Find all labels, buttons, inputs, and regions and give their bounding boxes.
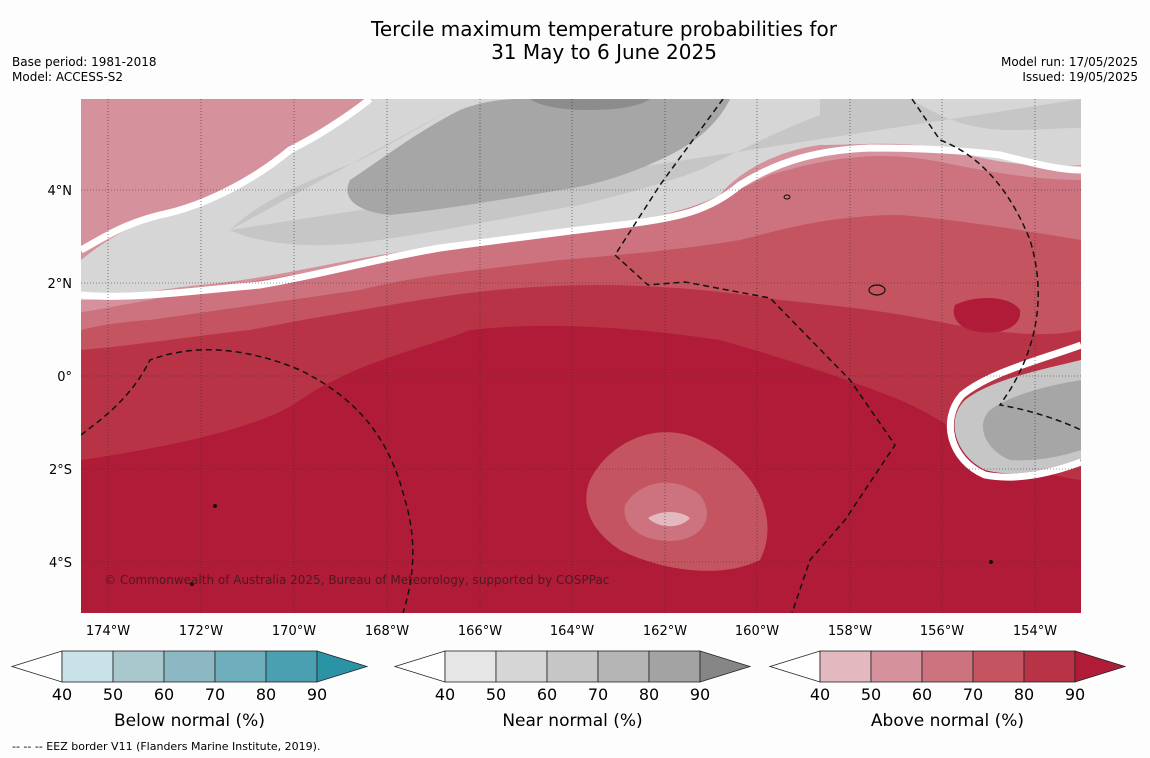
- model-name: Model: ACCESS-S2: [12, 70, 124, 84]
- colorbar-segment: [597, 650, 650, 683]
- colorbar-segment: [214, 650, 267, 683]
- latitude-label: 2°S: [49, 463, 72, 478]
- colorbar-tick-label: 40: [435, 685, 455, 704]
- colorbar-tick-label: 70: [205, 685, 225, 704]
- eez-border-east: [911, 99, 1081, 431]
- copyright-notice: © Commonwealth of Australia 2025, Bureau…: [104, 573, 609, 587]
- colorbar-tick-label: 90: [1065, 685, 1085, 704]
- colorbar-segment: [495, 650, 548, 683]
- longitude-label: 154°W: [1013, 624, 1057, 639]
- colorbar-lower-extension: [768, 650, 821, 683]
- colorbar-segment: [546, 650, 599, 683]
- tercile-boundary-se: [946, 341, 1081, 481]
- colorbar-tick-label: 50: [103, 685, 123, 704]
- field-above-70-patch: [624, 482, 708, 541]
- colorbar-tick-label: 40: [52, 685, 72, 704]
- colorbar-tick-label: 90: [307, 685, 327, 704]
- meta-left: Base period: 1981-2018 Model: ACCESS-S2: [12, 55, 157, 85]
- colorbar-tick-label: 80: [1014, 685, 1034, 704]
- issued-date: Issued: 19/05/2025: [1022, 70, 1138, 84]
- map-title: Tercile maximum temperature probabilitie…: [0, 18, 1150, 64]
- probability-field: [81, 99, 1081, 613]
- colorbar-segment: [163, 650, 216, 683]
- colorbar-tick-label: 50: [861, 685, 881, 704]
- latitude-labels: 4°N 2°N 0° 2°S 4°S: [48, 184, 73, 571]
- colorbar-tick-label: 60: [154, 685, 174, 704]
- island-small-2: [213, 504, 217, 508]
- colorbar-tick-label: 60: [537, 685, 557, 704]
- title-line-1: Tercile maximum temperature probabilitie…: [371, 17, 837, 41]
- colorbar-upper-extension: [316, 650, 369, 683]
- eez-border-west: [81, 349, 414, 613]
- field-near-70: [230, 99, 1081, 246]
- colorbar-segment: [972, 650, 1025, 683]
- field-above-90-south: [81, 325, 1081, 613]
- longitude-label: 156°W: [920, 624, 964, 639]
- colorbar-segment: [819, 650, 872, 683]
- longitude-label: 164°W: [550, 624, 594, 639]
- colorbar-tick-label: 60: [912, 685, 932, 704]
- colorbar-segment: [444, 650, 497, 683]
- latitude-label: 4°N: [48, 184, 73, 199]
- base-period: Base period: 1981-2018: [12, 55, 157, 69]
- longitude-label: 162°W: [643, 624, 687, 639]
- tercile-boundary-north-2: [81, 144, 1081, 300]
- colorbar-segment: [1023, 650, 1076, 683]
- colorbar-lower-extension: [10, 650, 63, 683]
- colorbar-segment: [648, 650, 701, 683]
- colorbar-tick-label: 90: [690, 685, 710, 704]
- island-small-4: [190, 582, 194, 586]
- latitude-label: 2°N: [48, 277, 73, 292]
- colorbar-segment: [870, 650, 923, 683]
- colorbar-legends: 40 50 60 70 80 90 Below normal (%) 40 50 60 70 80 90…: [10, 650, 1127, 731]
- longitude-label: 170°W: [272, 624, 316, 639]
- meta-right: Model run: 17/05/2025 Issued: 19/05/2025: [1001, 55, 1138, 85]
- field-above-90-patch: [953, 298, 1021, 333]
- longitude-label: 168°W: [365, 624, 409, 639]
- eez-border-central: [614, 99, 896, 613]
- eez-footnote: -- -- -- EEZ border V11 (Flanders Marine…: [12, 740, 321, 753]
- island-small-1: [783, 194, 791, 200]
- field-near-80: [347, 99, 730, 215]
- colorbar-segment: [921, 650, 974, 683]
- longitude-label: 166°W: [458, 624, 502, 639]
- field-near-90: [530, 99, 650, 110]
- tercile-boundary-north: [81, 99, 373, 254]
- colorbar-segment: [61, 650, 114, 683]
- colorbar-tick-label: 80: [256, 685, 276, 704]
- colorbar-upper-extension: [699, 650, 752, 683]
- colorbar-lower-extension: [393, 650, 446, 683]
- colorbar-title: Above normal (%): [871, 711, 1024, 731]
- model-run: Model run: 17/05/2025: [1000, 55, 1138, 69]
- colorbar-legend: 40 50 60 70 80 90 Near normal (%): [393, 650, 752, 731]
- longitude-label: 172°W: [179, 624, 223, 639]
- longitude-labels: 174°W 172°W 170°W 168°W 166°W 164°W 162°W 160°W…: [86, 624, 1057, 639]
- colorbar-legend: 40 50 60 70 80 90 Above normal (%): [768, 650, 1127, 731]
- colorbar-tick-label: 40: [810, 685, 830, 704]
- colorbar-title: Below normal (%): [114, 711, 265, 731]
- island-kiritimati: [868, 284, 886, 296]
- longitude-label: 158°W: [828, 624, 872, 639]
- colorbar-legend: 40 50 60 70 80 90 Below normal (%): [10, 650, 369, 731]
- colorbar-segment: [112, 650, 165, 683]
- title-line-2: 31 May to 6 June 2025: [491, 40, 717, 64]
- longitude-label: 174°W: [86, 624, 130, 639]
- colorbar-title: Near normal (%): [502, 711, 642, 731]
- colorbar-upper-extension: [1074, 650, 1127, 683]
- longitude-label: 160°W: [735, 624, 779, 639]
- colorbar-tick-label: 70: [963, 685, 983, 704]
- colorbar-segment: [265, 650, 318, 683]
- colorbar-tick-label: 50: [486, 685, 506, 704]
- latitude-label: 4°S: [49, 556, 72, 571]
- colorbar-tick-label: 70: [588, 685, 608, 704]
- field-near-se-80: [982, 380, 1081, 461]
- colorbar-tick-label: 80: [639, 685, 659, 704]
- field-above-50-patch: [648, 512, 690, 527]
- latitude-label: 0°: [57, 370, 72, 385]
